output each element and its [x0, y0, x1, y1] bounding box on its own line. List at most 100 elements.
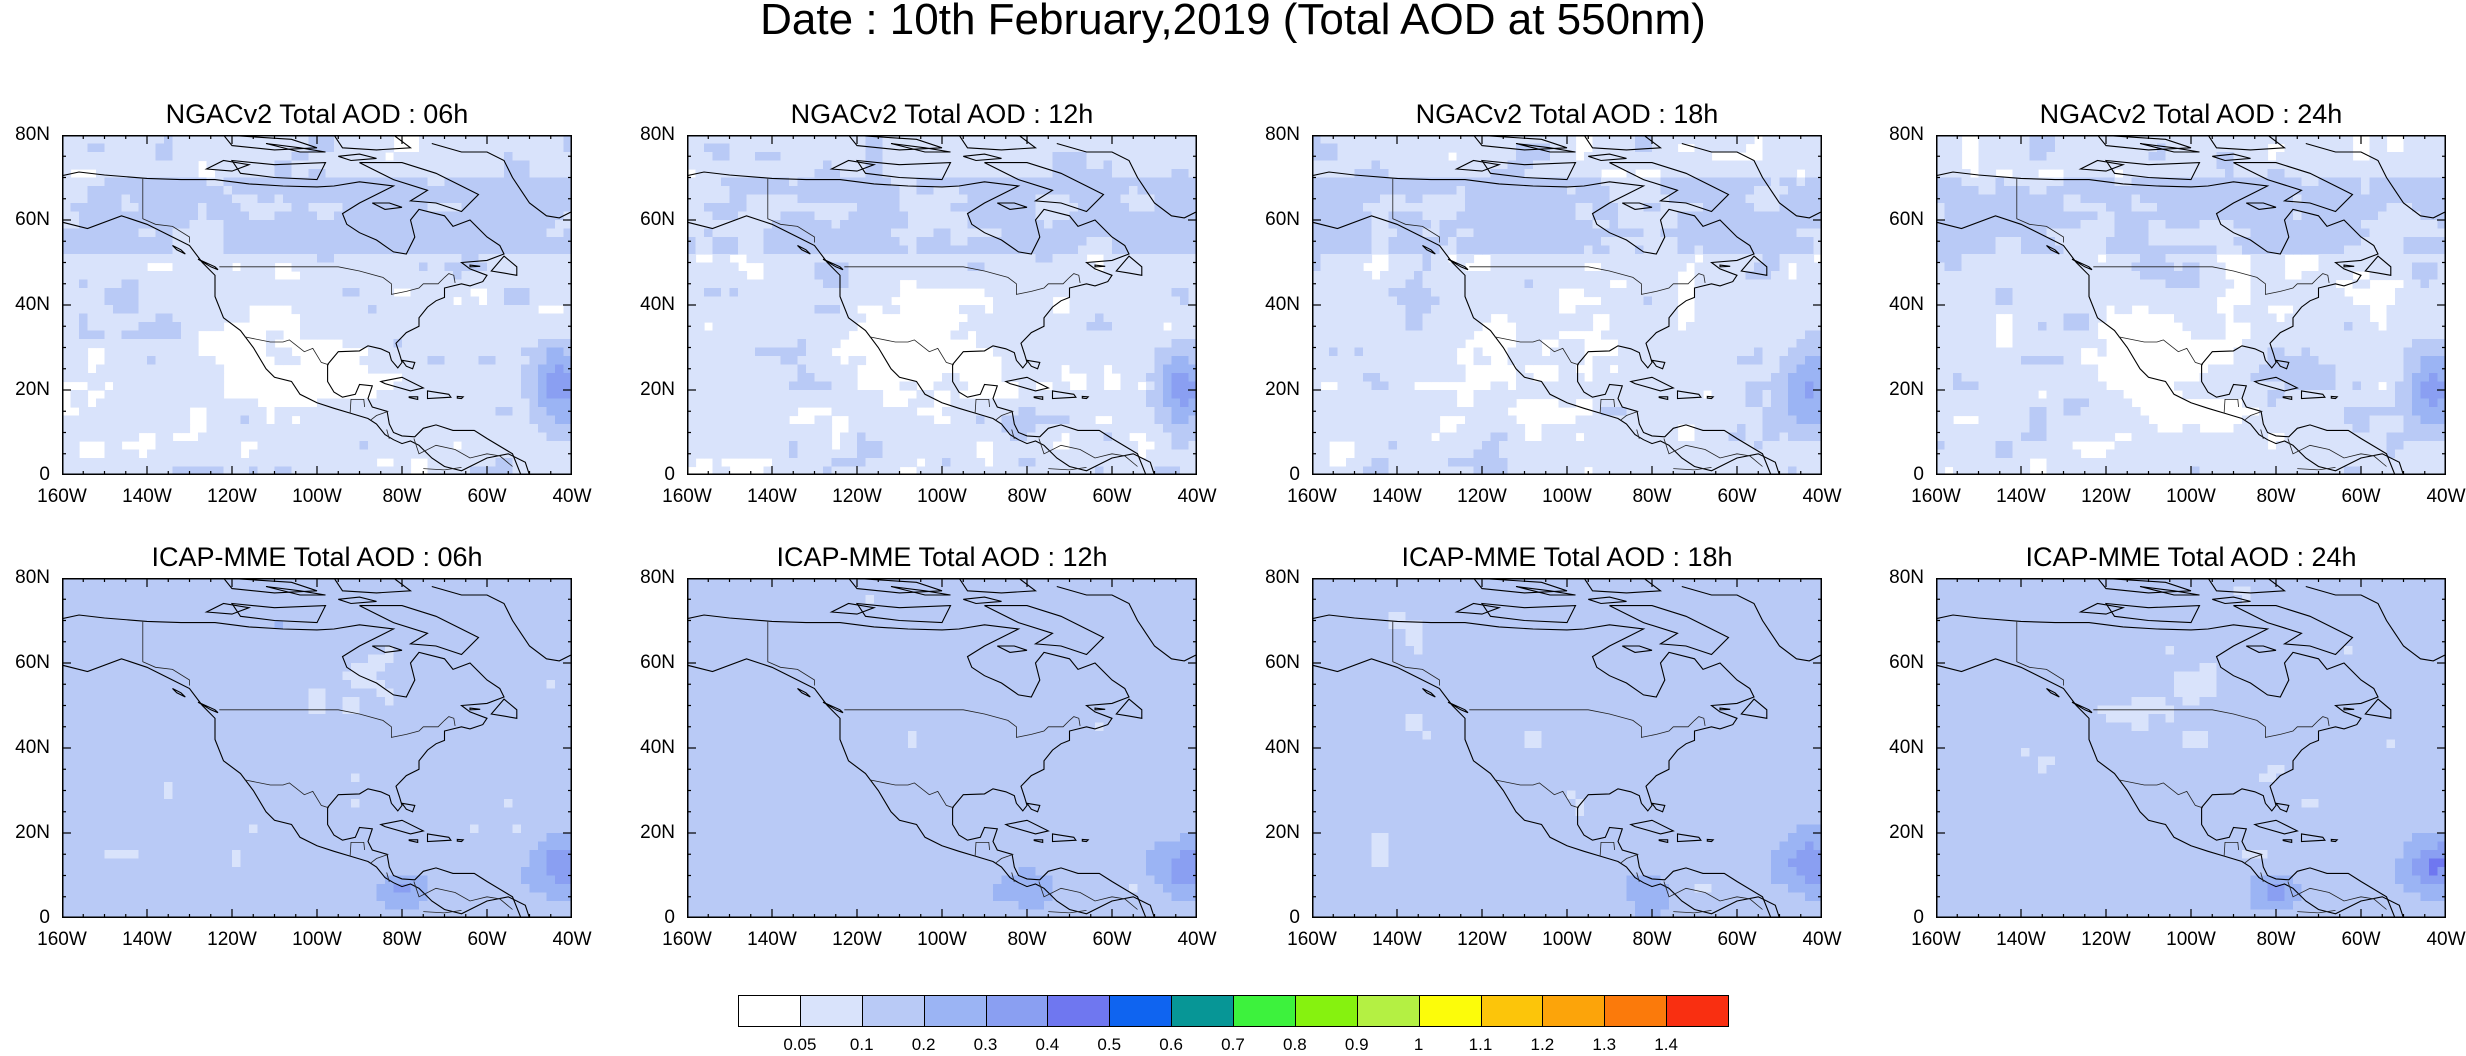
country-borders	[142, 178, 513, 471]
y-tick-label: 0	[1913, 907, 1924, 928]
x-tick-label: 80W	[382, 929, 422, 950]
colorbar-label: 1.2	[1530, 1035, 1555, 1054]
x-tick-label: 40W	[1177, 929, 1217, 950]
y-tick-label: 60N	[15, 209, 50, 230]
panel-title: NGACv2 Total AOD : 24h	[2039, 99, 2343, 129]
map-panel: ICAP-MME Total AOD : 06h 80N 60N 40N 20N 0 160…	[15, 542, 591, 950]
axis-ticks	[62, 135, 572, 475]
y-tick-label: 80N	[1889, 124, 1924, 145]
y-tick-label: 80N	[15, 567, 50, 588]
y-tick-label: 60N	[640, 652, 675, 673]
x-tick-label: 60W	[2341, 486, 2381, 507]
colorbar-label: 1.4	[1654, 1035, 1678, 1054]
y-tick-label: 0	[39, 464, 50, 485]
panel-title: ICAP-MME Total AOD : 24h	[2025, 542, 2357, 572]
y-tick-label: 20N	[640, 379, 675, 400]
y-tick-label: 0	[1913, 464, 1924, 485]
aod-map	[1936, 135, 2446, 475]
x-tick-label: 120W	[1457, 929, 1507, 950]
x-tick-label: 100W	[2166, 486, 2216, 507]
colorbar-label: 0.8	[1283, 1035, 1307, 1054]
axis-ticks	[1312, 135, 1822, 475]
coastlines	[1312, 135, 1822, 475]
x-tick-label: 40W	[1177, 486, 1217, 507]
aod-map	[62, 135, 572, 475]
country-borders	[1392, 178, 1763, 471]
colorbar-label: 0.1	[849, 1035, 874, 1054]
x-tick-label: 60W	[1717, 486, 1757, 507]
colorbar-label: 0.05	[783, 1035, 817, 1054]
x-tick-label: 120W	[207, 486, 257, 507]
y-tick-label: 0	[1289, 907, 1300, 928]
colorbar-swatch	[985, 995, 1049, 1027]
x-tick-label: 100W	[1542, 929, 1592, 950]
x-tick-label: 120W	[1457, 486, 1507, 507]
y-tick-label: 0	[39, 907, 50, 928]
colorbar-swatch	[861, 995, 925, 1027]
y-tick-label: 20N	[1265, 379, 1300, 400]
x-tick-label: 80W	[382, 486, 422, 507]
x-tick-label: 80W	[2256, 486, 2296, 507]
map-panel: NGACv2 Total AOD : 24h 80N 60N 40N 20N 0 160W 1…	[1889, 99, 2465, 507]
aod-field	[62, 135, 572, 475]
colorbar-swatch	[1542, 995, 1606, 1027]
colorbar-swatch	[923, 995, 987, 1027]
x-tick-label: 100W	[917, 486, 967, 507]
x-tick-label: 160W	[662, 486, 712, 507]
x-tick-label: 120W	[832, 486, 882, 507]
aod-field	[62, 578, 572, 918]
x-tick-label: 80W	[2256, 929, 2296, 950]
panel-title: NGACv2 Total AOD : 12h	[790, 99, 1094, 129]
coastlines	[1312, 578, 1822, 918]
axis-ticks	[687, 578, 1197, 918]
y-tick-label: 60N	[1265, 209, 1300, 230]
colorbar-label: 1.3	[1592, 1035, 1617, 1054]
x-tick-label: 100W	[2166, 929, 2216, 950]
map-panel: NGACv2 Total AOD : 12h 80N 60N 40N 20N 0 160W 1…	[640, 99, 1216, 507]
country-borders	[142, 621, 513, 914]
coastlines	[62, 135, 572, 475]
colorbar-swatch	[1294, 995, 1358, 1027]
y-tick-label: 60N	[15, 652, 50, 673]
x-tick-label: 140W	[747, 486, 797, 507]
x-tick-label: 40W	[552, 929, 592, 950]
y-tick-label: 20N	[15, 822, 50, 843]
x-tick-label: 120W	[2081, 929, 2131, 950]
colorbar-swatch	[1666, 995, 1729, 1027]
colorbar-swatch	[799, 995, 863, 1027]
colorbar-swatch	[1418, 995, 1482, 1027]
y-tick-label: 80N	[1265, 124, 1300, 145]
x-tick-label: 40W	[1802, 929, 1842, 950]
colorbar-swatch	[1109, 995, 1173, 1027]
x-tick-label: 40W	[2426, 929, 2466, 950]
x-tick-label: 40W	[2426, 486, 2466, 507]
aod-map	[687, 135, 1197, 475]
x-tick-label: 60W	[1092, 929, 1132, 950]
y-tick-label: 40N	[640, 294, 675, 315]
aod-field	[687, 578, 1197, 918]
x-tick-label: 60W	[2341, 929, 2381, 950]
aod-map	[1936, 578, 2446, 918]
y-tick-label: 20N	[1265, 822, 1300, 843]
coastlines	[687, 578, 1197, 918]
x-tick-label: 140W	[1372, 486, 1422, 507]
aod-field	[1312, 135, 1822, 475]
colorbar-label: 0.5	[1097, 1035, 1122, 1054]
colorbar-swatch	[1604, 995, 1668, 1027]
country-borders	[1392, 621, 1763, 914]
y-tick-label: 80N	[1265, 567, 1300, 588]
x-tick-label: 100W	[917, 929, 967, 950]
aod-map	[687, 578, 1197, 918]
x-tick-label: 80W	[1007, 929, 1047, 950]
x-tick-label: 140W	[122, 486, 172, 507]
map-panel: NGACv2 Total AOD : 06h 80N 60N 40N 20N 0 160W 1…	[15, 99, 591, 507]
country-borders	[767, 621, 1138, 914]
coastlines	[1936, 135, 2446, 475]
aod-map	[1312, 135, 1822, 475]
aod-field	[1936, 578, 2446, 918]
aod-field	[1312, 578, 1822, 918]
axis-ticks	[687, 135, 1197, 475]
y-tick-label: 40N	[15, 294, 50, 315]
x-tick-label: 60W	[467, 486, 507, 507]
colorbar-label: 0.4	[1035, 1035, 1060, 1054]
